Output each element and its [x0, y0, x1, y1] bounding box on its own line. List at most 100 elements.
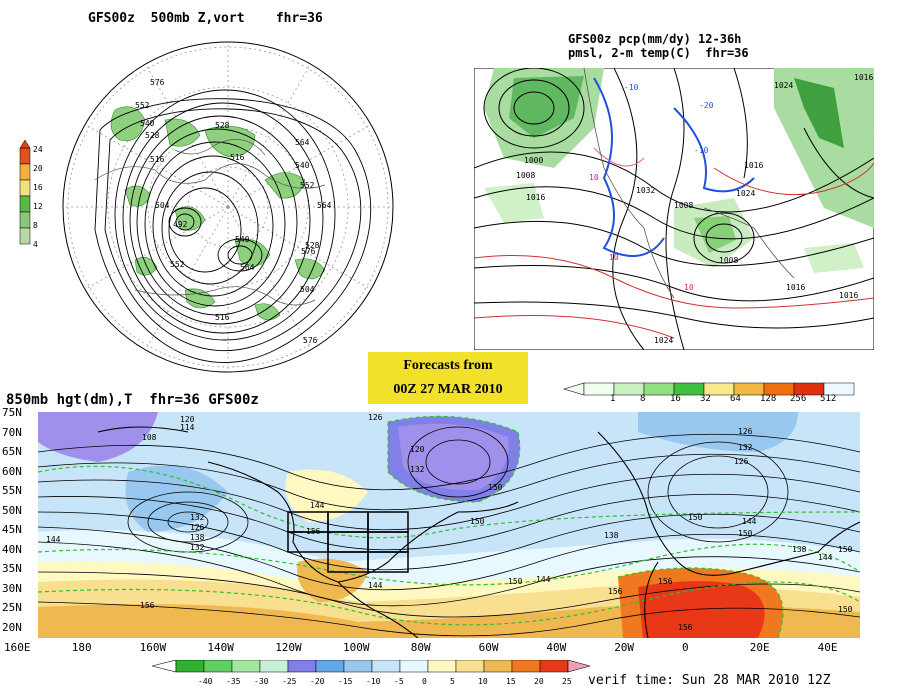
height-contour-label: 528	[145, 131, 160, 140]
temperature-label: -20	[699, 101, 714, 110]
height-contour-label: 132	[738, 443, 753, 452]
vorticity-legend: 24 20 16 12 8 4	[19, 140, 43, 249]
height-contour-label: 150	[688, 513, 703, 522]
height-contour-label: 144	[742, 517, 757, 526]
height-contour-label: 132	[190, 543, 205, 552]
polar-500mb-map: 576 552 540 528 516 504 492 564 528 516 540 552 564 5…	[62, 41, 394, 373]
height-contour-label: 120	[180, 415, 195, 424]
height-contour-label: 504	[300, 285, 315, 294]
temp-colorbar-tick: 10	[478, 677, 488, 686]
height-contour-label: 126	[190, 523, 205, 532]
height-contour-label: 150	[838, 545, 853, 554]
latitude-label: 75N	[2, 406, 22, 419]
vort-legend-swatch	[19, 211, 31, 229]
pressure-label: 1024	[774, 81, 793, 90]
longitude-label: 120W	[275, 641, 302, 654]
height-contour-label: 552	[170, 260, 185, 269]
temp-colorbar-swatch	[259, 660, 289, 673]
pressure-label: 1016	[839, 291, 858, 300]
pressure-label: 1016	[786, 283, 805, 292]
height-contour-label: 126	[368, 413, 383, 422]
pressure-label: 1016	[854, 73, 873, 82]
temp-colorbar-swatch	[287, 660, 317, 673]
precip-colorbar-swatch	[823, 382, 855, 396]
pressure-label: 1008	[719, 256, 738, 265]
height-contour-label: 138	[190, 533, 205, 542]
temp-colorbar-swatch	[371, 660, 401, 673]
height-contour-label: 144	[46, 535, 61, 544]
temp-colorbar-swatch	[203, 660, 233, 673]
height-contour-label: 126	[734, 457, 749, 466]
latitude-label: 55N	[2, 484, 22, 497]
temp-colorbar-tick: -20	[310, 677, 325, 686]
temp-colorbar-swatch	[511, 660, 541, 673]
height-contour-label: 576	[301, 247, 316, 256]
vort-legend-tick: 4	[33, 240, 38, 249]
bottom-title: 850mb hgt(dm),T fhr=36 GFS00z	[6, 392, 259, 408]
temp-colorbar-swatch	[483, 660, 513, 673]
temp-colorbar-tick: 0	[422, 677, 427, 686]
temp-colorbar-swatch	[315, 660, 345, 673]
vort-legend-swatch	[19, 227, 31, 245]
height-contour-label: 108	[142, 433, 157, 442]
vort-legend-swatch	[19, 163, 31, 181]
temp-colorbar-tick: -40	[198, 677, 213, 686]
height-contour-label: 156	[306, 527, 321, 536]
latitude-label: 45N	[2, 523, 22, 536]
temp-colorbar-tick: -15	[338, 677, 353, 686]
latitude-label: 35N	[2, 562, 22, 575]
height-contour-label: 576	[150, 78, 165, 87]
temp-colorbar-tick: -30	[254, 677, 269, 686]
height-contour-label: 552	[300, 181, 315, 190]
precip-colorbar-tick: 32	[700, 394, 711, 402]
height-contour-label: 564	[317, 201, 332, 210]
height-contour-label: 120	[410, 445, 425, 454]
latitude-label: 60N	[2, 464, 22, 478]
precip-colorbar-tick: 512	[820, 394, 836, 402]
height-contour-label: 114	[180, 423, 195, 432]
temperature-colorbar: -40 -35 -30 -25 -20 -15 -10 -5 0 5 10 15 20 25	[151, 660, 590, 686]
forecast-badge: Forecasts from 00Z 27 MAR 2010	[368, 352, 528, 404]
height-contour-label: 132	[410, 465, 425, 474]
precip-colorbar-tick: 1	[610, 394, 615, 402]
pressure-label: 1008	[674, 201, 693, 210]
height-contour-label: 144	[818, 553, 833, 562]
temp-colorbar-right-arrow	[567, 660, 590, 673]
pressure-label: 1024	[736, 189, 755, 198]
height-contour-label: 576	[303, 336, 318, 345]
temp-colorbar-swatch	[539, 660, 569, 673]
pressure-label: 1008	[516, 171, 535, 180]
height-contour-label: 144	[310, 501, 325, 510]
latitude-label: 65N	[2, 445, 22, 458]
temp-colorbar-tick: -10	[366, 677, 381, 686]
verif-time: verif time: Sun 28 MAR 2010 12Z	[588, 673, 831, 688]
height-contour-label: 156	[678, 623, 693, 632]
temp-colorbar-tick: 25	[562, 677, 572, 686]
longitude-label: 80W	[410, 641, 431, 654]
height-contour-label: 564	[295, 138, 310, 147]
temp-colorbar-swatch	[399, 660, 429, 673]
height-contour-label: 138	[604, 531, 619, 540]
forecast-badge-line2: 00Z 27 MAR 2010	[393, 382, 503, 397]
temp-colorbar-swatch	[231, 660, 261, 673]
temperature-label: -10	[624, 83, 639, 92]
precip-colorbar-tick: 16	[670, 394, 681, 402]
vort-legend-tick: 20	[33, 164, 43, 173]
temp-colorbar-tick: -35	[226, 677, 241, 686]
latitude-label: 25N	[2, 601, 22, 614]
height-contour-label: 150	[738, 529, 753, 538]
longitude-label: 0	[682, 641, 689, 654]
longitude-label: 20E	[749, 641, 770, 654]
height-contour-label: 150	[838, 605, 853, 614]
temp-colorbar-swatch	[343, 660, 373, 673]
pressure-label: 1032	[636, 186, 655, 195]
temp-colorbar-tick: -25	[282, 677, 297, 686]
vort-legend-tick: 8	[33, 221, 38, 230]
longitude-label: 160W	[139, 641, 167, 654]
forecast-badge-line1: Forecasts from	[403, 358, 493, 373]
temp-colorbar-left-arrow	[151, 660, 177, 673]
850mb-height-temp-map: 1201141081261201321261321261501441501561…	[38, 412, 860, 638]
temp-colorbar-tick: -5	[394, 677, 404, 686]
temperature-label: -10	[694, 146, 709, 155]
height-contour-label: 540	[140, 119, 155, 128]
